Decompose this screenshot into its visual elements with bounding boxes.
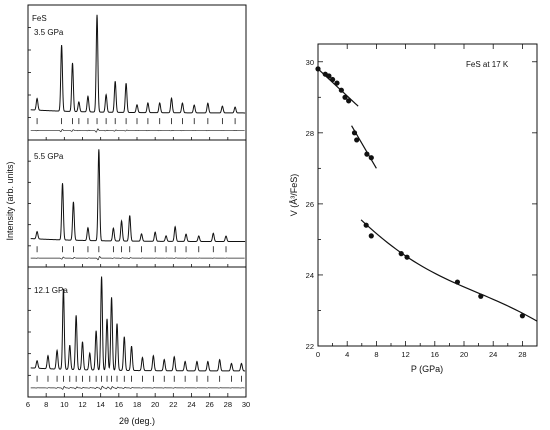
eos-y-tick-label-3: 26 [306, 200, 314, 209]
xrd-profile-2 [30, 149, 246, 243]
eos-x-tick-label-5: 16 [431, 350, 439, 359]
eos-y-tick-label-1: 22 [306, 342, 314, 351]
xrd-x-tick-label-12: 28 [224, 400, 232, 409]
xrd-traces [28, 14, 246, 391]
eos-fit-lines [317, 68, 538, 322]
eos-axes: 0 4 8 12 16 20 24 28 22 24 26 28 30 [306, 44, 537, 359]
eos-point-3-2 [368, 233, 374, 239]
xrd-x-tick-label-4: 12 [78, 400, 86, 409]
eos-point-3-5 [454, 279, 461, 285]
xrd-x-ticks: 6 8 10 12 14 16 18 20 22 24 26 28 30 [26, 137, 250, 409]
xrd-x-tick-label-3: 10 [60, 400, 68, 409]
xrd-x-tick-label-7: 18 [133, 400, 141, 409]
eos-data-points [315, 66, 526, 319]
xrd-x-tick-label-6: 16 [115, 400, 123, 409]
xrd-bragg-markers-2 [36, 246, 227, 253]
eos-point-3-1 [363, 222, 369, 228]
eos-y-tick-label-4: 28 [306, 129, 314, 138]
xrd-difference-3 [30, 385, 245, 391]
eos-point-1-4 [330, 76, 336, 83]
xrd-figure: FeS 3.5 GPa 5.5 GPa 12.1 GPa Intensity (… [5, 4, 250, 426]
xrd-bragg-markers-1 [36, 118, 236, 125]
xrd-panel-3-label-pressure: 12.1 GPa [34, 286, 68, 295]
eos-x-axis-label: P (GPa) [411, 364, 443, 374]
eos-x-tick-label-8: 28 [518, 350, 526, 359]
xrd-profile-3 [30, 276, 246, 372]
xrd-x-tick-label-10: 24 [187, 400, 195, 409]
eos-fit-line-3 [360, 219, 538, 322]
xrd-profile-1 [30, 14, 246, 114]
eos-point-1-7 [342, 94, 348, 100]
eos-annotation: FeS at 17 K [466, 60, 509, 69]
eos-point-2-4 [368, 155, 374, 161]
xrd-difference-2 [30, 255, 245, 261]
eos-x-tick-label-4: 12 [401, 350, 409, 359]
eos-point-3-6 [478, 293, 484, 299]
eos-plot-frame [317, 43, 538, 347]
eos-point-3-4 [404, 254, 410, 260]
eos-point-2-2 [354, 137, 360, 143]
eos-point-1-3 [326, 73, 332, 79]
xrd-x-tick-label-11: 26 [205, 400, 213, 409]
eos-point-3-7 [519, 313, 526, 319]
eos-x-tick-label-1: 0 [316, 350, 320, 359]
eos-point-1-6 [338, 87, 344, 93]
xrd-x-tick-label-5: 14 [96, 400, 104, 409]
eos-point-1-1 [315, 66, 321, 72]
eos-point-2-1 [351, 130, 358, 136]
eos-figure: FeS at 17 K P (GPa) V (Å³/FeS) 0 4 8 12 16 20… [289, 43, 538, 374]
eos-point-1-8 [346, 98, 352, 104]
eos-y-tick-label-5: 30 [306, 58, 314, 67]
eos-x-tick-label-7: 24 [489, 350, 497, 359]
xrd-x-tick-label-2: 8 [44, 400, 48, 409]
xrd-bragg-markers-3 [36, 375, 242, 382]
eos-x-tick-label-2: 4 [345, 350, 349, 359]
xrd-difference-1 [30, 128, 245, 133]
xrd-panel-1-label-pressure: 3.5 GPa [34, 28, 64, 37]
xrd-panel-1-label-compound: FeS [32, 14, 47, 23]
eos-y-tick-label-2: 24 [306, 271, 314, 280]
eos-x-tick-label-3: 8 [374, 350, 378, 359]
xrd-panel-2-label-pressure: 5.5 GPa [34, 152, 64, 161]
xrd-y-axis-label: Intensity (arb. units) [5, 161, 15, 240]
eos-point-3-3 [398, 251, 404, 257]
xrd-x-tick-label-8: 20 [151, 400, 159, 409]
xrd-x-tick-label-9: 22 [169, 400, 177, 409]
eos-point-2-3 [364, 151, 370, 157]
eos-point-1-5 [334, 80, 340, 86]
xrd-x-tick-label-13: 30 [242, 400, 250, 409]
xrd-x-axis-label: 2θ (deg.) [119, 416, 155, 426]
xrd-x-tick-label-1: 6 [26, 400, 30, 409]
eos-y-axis-label: V (Å³/FeS) [289, 174, 299, 217]
eos-x-tick-label-6: 20 [460, 350, 468, 359]
